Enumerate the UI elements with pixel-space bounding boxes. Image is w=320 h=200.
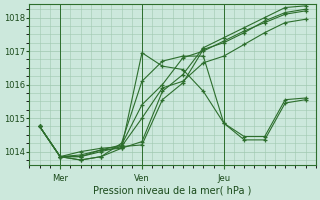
X-axis label: Pression niveau de la mer( hPa ): Pression niveau de la mer( hPa ) [93, 186, 252, 196]
